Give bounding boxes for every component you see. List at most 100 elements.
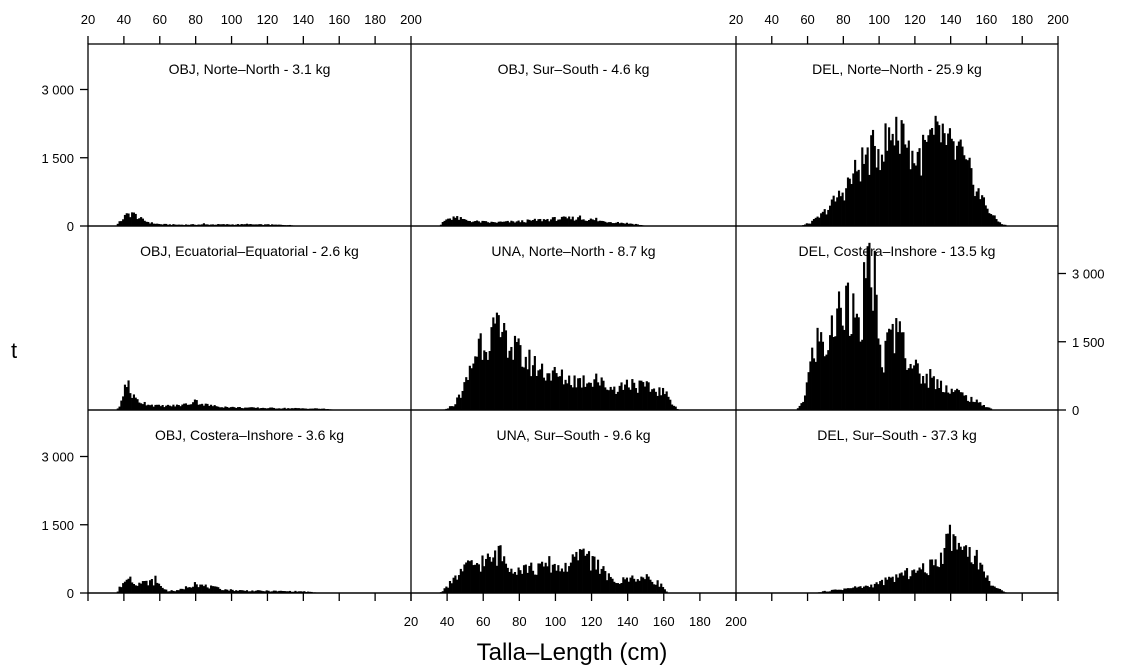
- histogram-bar: [904, 358, 907, 410]
- histogram-bar: [834, 201, 837, 226]
- histogram-bar: [517, 567, 520, 593]
- histogram-bar: [571, 387, 574, 410]
- histogram-bar: [481, 555, 484, 593]
- histogram-bar: [811, 347, 814, 410]
- histogram-bar: [973, 196, 977, 226]
- histogram-bar: [138, 582, 141, 593]
- histogram-bar: [884, 577, 887, 593]
- histogram-bar: [192, 224, 195, 226]
- histogram-bar: [966, 400, 969, 410]
- x-tick-label: 40: [440, 614, 454, 629]
- histogram-bar: [120, 400, 123, 410]
- histogram-bar: [149, 223, 152, 226]
- histogram-bar: [465, 377, 468, 410]
- histogram-bar: [183, 403, 186, 410]
- histogram-bar: [988, 407, 991, 410]
- histogram-bar: [448, 580, 452, 593]
- histogram-bar: [848, 588, 851, 593]
- histogram-bar: [522, 222, 526, 226]
- histogram-bar: [830, 199, 833, 226]
- histogram-bar: [236, 224, 240, 226]
- histogram-bar: [555, 570, 558, 593]
- histogram-bar: [620, 382, 623, 410]
- histogram-bar: [197, 587, 200, 593]
- histogram-bar: [181, 588, 184, 593]
- histogram-bar: [624, 384, 627, 410]
- histogram-bar: [889, 577, 892, 593]
- histogram-bar: [156, 223, 159, 226]
- histogram-bar: [658, 387, 661, 410]
- histogram-bar: [548, 373, 551, 410]
- histogram-bar: [936, 379, 939, 410]
- histogram-bar: [192, 402, 195, 410]
- histogram-bar: [531, 220, 535, 226]
- histogram-bar: [970, 562, 973, 593]
- histogram-bar: [197, 404, 200, 410]
- histogram-bar: [512, 221, 515, 226]
- x-tick-label: 200: [725, 614, 747, 629]
- histogram-bar: [242, 408, 245, 410]
- histogram-bar: [222, 590, 225, 593]
- x-tick-label: 160: [328, 12, 350, 27]
- histogram-bar: [501, 221, 504, 226]
- histogram-bar: [199, 404, 202, 410]
- histogram-bar: [975, 549, 978, 593]
- histogram-bar: [172, 590, 175, 593]
- histogram-bar: [254, 224, 258, 226]
- histogram-bar: [857, 317, 860, 410]
- histogram-bar: [596, 559, 600, 593]
- histogram-bar: [875, 167, 878, 226]
- x-tick-label: 60: [800, 12, 814, 27]
- histogram-bar: [283, 407, 286, 410]
- histogram-bar: [468, 220, 471, 226]
- histogram-bar: [122, 583, 125, 593]
- histogram-bar: [138, 402, 141, 410]
- histogram-bar: [140, 217, 143, 226]
- histogram-bar: [627, 387, 630, 410]
- histogram-bar: [551, 370, 554, 410]
- histogram-bar: [310, 408, 313, 410]
- histogram-bar: [256, 590, 259, 593]
- histogram-bar: [213, 405, 216, 410]
- histogram-bar: [235, 408, 238, 410]
- histogram-bar: [166, 404, 170, 410]
- histogram-bar: [503, 556, 506, 593]
- histogram-bar: [281, 408, 284, 410]
- histogram-bar: [140, 583, 143, 593]
- histogram-bar: [918, 373, 921, 410]
- histogram-bar: [827, 350, 830, 410]
- x-tick-label: 60: [153, 12, 167, 27]
- panel-title: UNA, Sur–South - 9.6 kg: [496, 427, 650, 443]
- histogram-bar: [930, 377, 934, 410]
- histogram-bar: [177, 590, 180, 593]
- histogram-bar: [979, 402, 982, 410]
- histogram-bar: [181, 224, 184, 226]
- histogram-bar: [202, 405, 205, 410]
- histogram-bar: [249, 407, 252, 410]
- histogram-bar: [891, 133, 894, 226]
- histogram-bar: [170, 406, 173, 410]
- histogram-bar: [855, 313, 858, 410]
- histogram-bar: [568, 566, 571, 593]
- histogram-bar: [832, 195, 835, 226]
- histogram-bar: [812, 219, 816, 226]
- histogram-bar: [674, 406, 677, 410]
- histogram-bar: [463, 564, 466, 593]
- histogram-bar: [807, 372, 810, 410]
- histogram-bar: [226, 407, 229, 410]
- histogram-bar: [244, 590, 247, 593]
- histogram-bar: [888, 127, 891, 226]
- histogram-bar: [871, 587, 875, 593]
- histogram-bar: [606, 389, 609, 410]
- histogram-bar: [562, 216, 565, 226]
- histogram-bar: [488, 222, 491, 226]
- histogram-bar: [476, 356, 479, 410]
- histogram-bar: [274, 590, 277, 593]
- x-tick-label: 160: [976, 12, 998, 27]
- histogram-bar: [274, 224, 277, 226]
- histogram-bar: [902, 575, 905, 593]
- histogram-bar: [861, 587, 864, 593]
- histogram-bar: [165, 589, 168, 593]
- histogram-bar: [522, 367, 526, 410]
- histogram-bar: [982, 571, 986, 593]
